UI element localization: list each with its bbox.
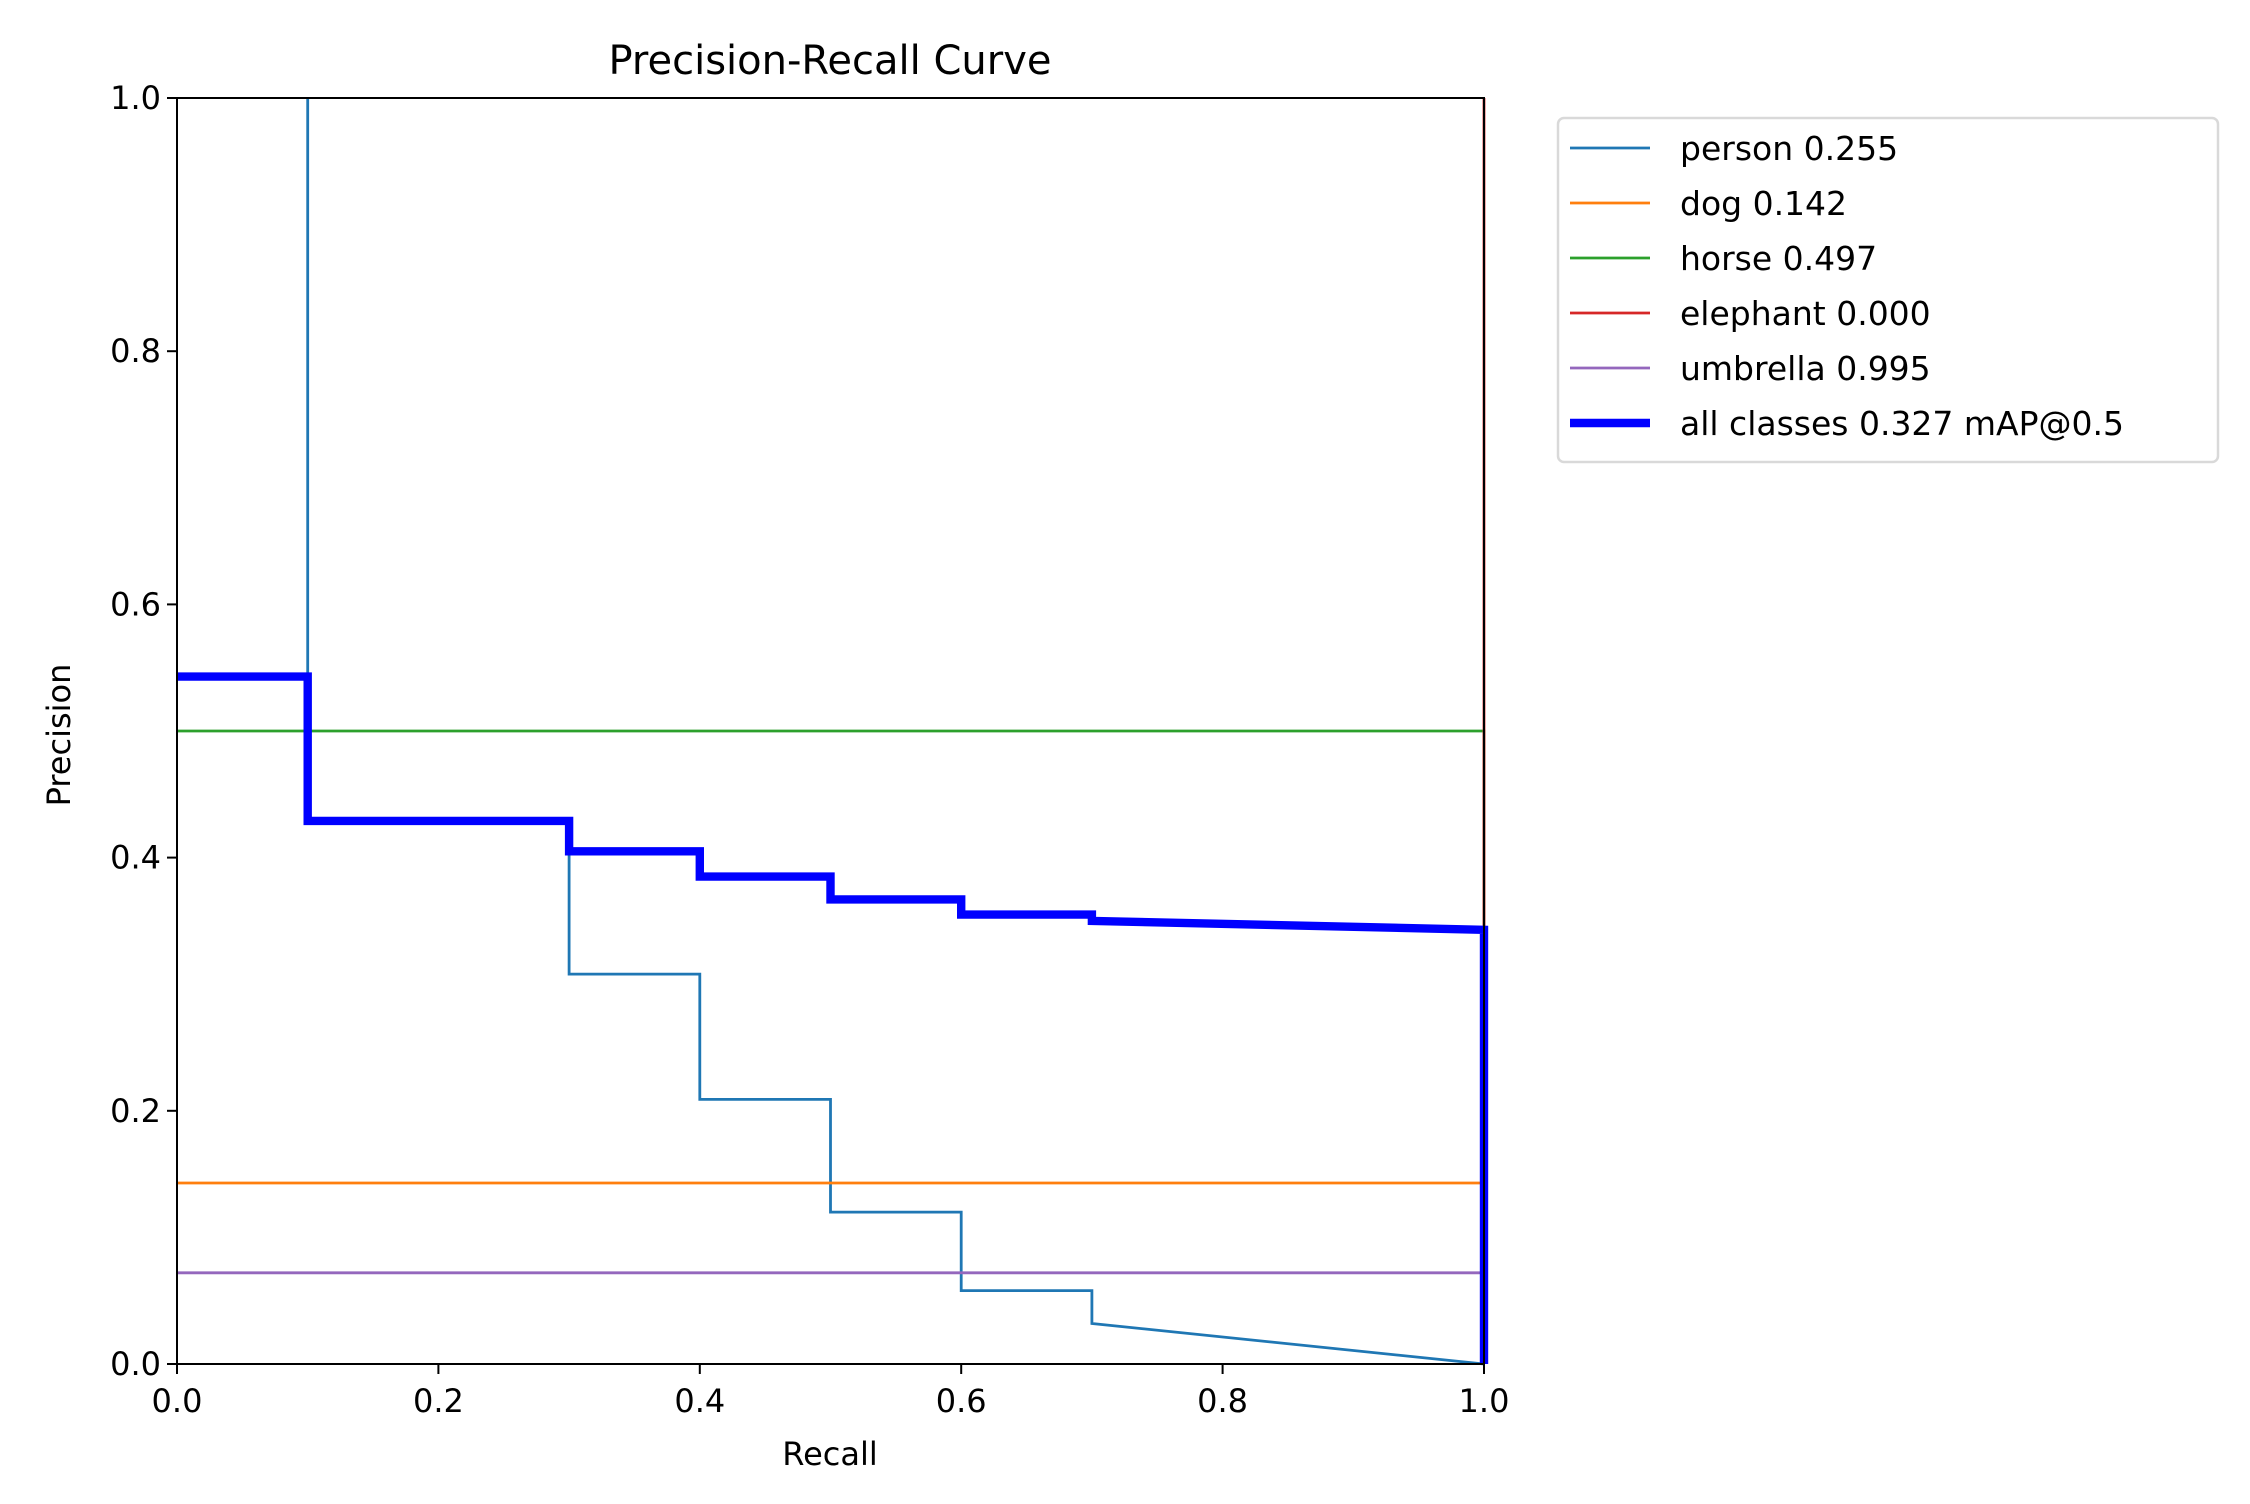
legend-box (1556, 116, 2220, 464)
x-tick-label: 0.4 (674, 1382, 725, 1420)
y-axis-label: Precision (40, 664, 78, 807)
x-axis-ticks: 0.0 0.2 0.4 0.6 0.8 1.0 (152, 1364, 1510, 1420)
legend-label: umbrella 0.995 (1680, 349, 1931, 388)
y-tick-label: 1.0 (110, 79, 161, 117)
series-line-2 (177, 729, 1486, 1364)
x-tick-label: 0.8 (1197, 1382, 1248, 1420)
legend-label: person 0.255 (1680, 129, 1898, 168)
x-tick-label: 1.0 (1459, 1382, 1510, 1420)
y-tick-label: 0.4 (110, 839, 161, 877)
legend: person 0.255 dog 0.142 horse 0.497 elephant… (1556, 116, 2220, 464)
legend-label: dog 0.142 (1680, 184, 1847, 223)
series-line-5 (177, 672, 1489, 1364)
y-tick-label: 0.6 (110, 585, 161, 623)
y-tick-label: 0.8 (110, 332, 161, 370)
legend-label: elephant 0.000 (1680, 294, 1931, 333)
plot-frame (176, 97, 1485, 1365)
x-tick-label: 0.6 (936, 1382, 987, 1420)
y-tick-label: 0.0 (110, 1345, 161, 1383)
legend-label: horse 0.497 (1680, 239, 1877, 278)
legend-label: all classes 0.327 mAP@0.5 (1680, 404, 2124, 443)
y-axis-ticks: 0.0 0.2 0.4 0.6 0.8 1.0 (110, 79, 177, 1383)
x-tick-label: 0.2 (413, 1382, 464, 1420)
series-layer (177, 98, 1489, 1366)
y-tick-label: 0.2 (110, 1092, 161, 1130)
chart-title: Precision-Recall Curve (609, 38, 1052, 84)
x-tick-label: 0.0 (152, 1382, 203, 1420)
x-axis-label: Recall (782, 1435, 877, 1473)
